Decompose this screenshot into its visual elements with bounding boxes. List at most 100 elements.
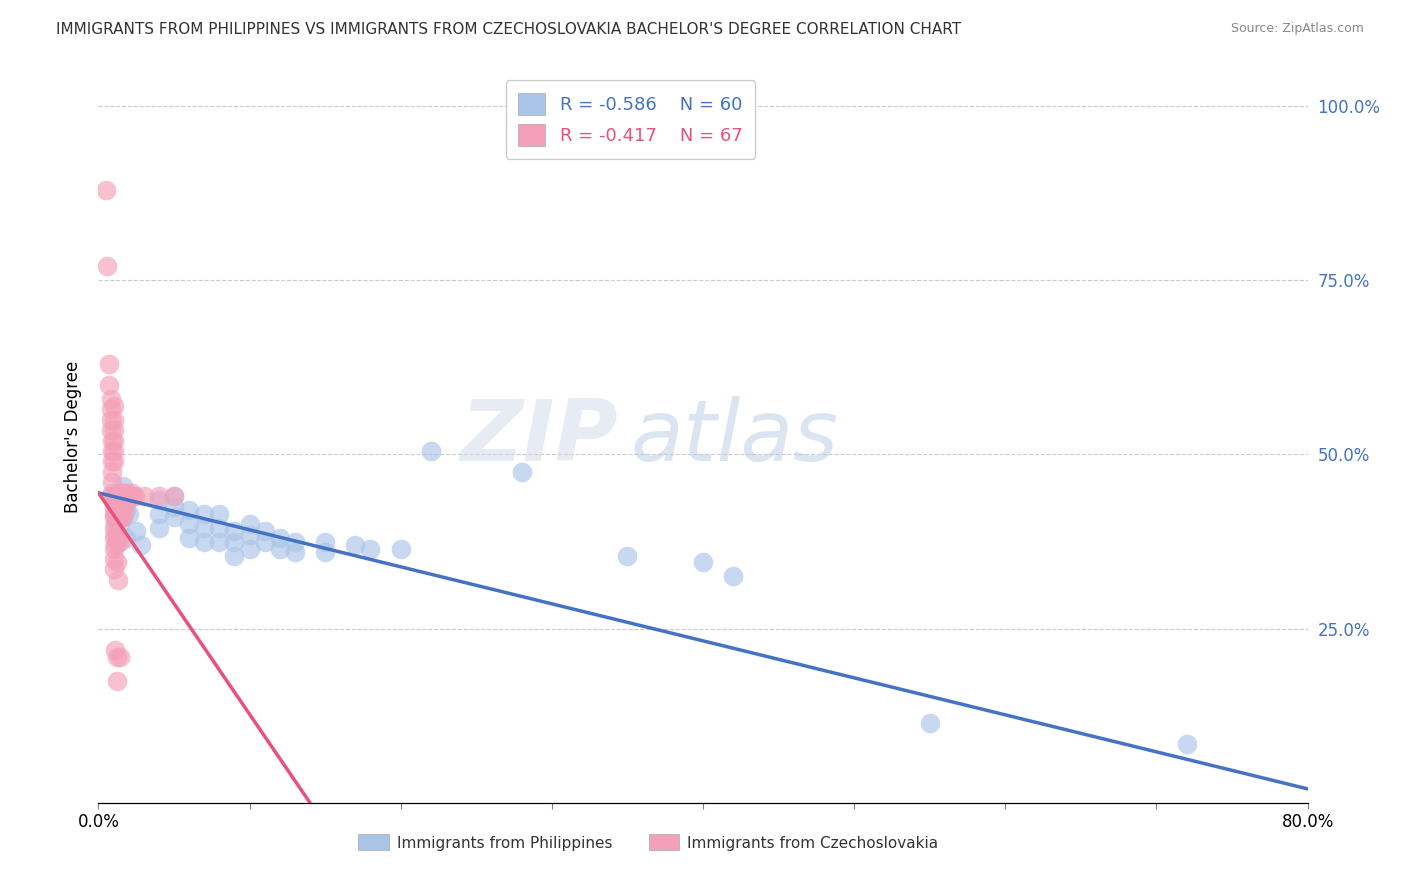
Point xyxy=(104,489,127,503)
Point xyxy=(105,673,128,688)
Point xyxy=(510,465,533,479)
Point xyxy=(224,549,246,563)
Point xyxy=(105,492,128,507)
Point xyxy=(103,454,125,468)
Point xyxy=(239,517,262,532)
Point xyxy=(224,524,246,538)
Point xyxy=(314,545,336,559)
Point xyxy=(239,527,262,541)
Bar xyxy=(359,834,388,850)
Point xyxy=(163,510,186,524)
Point xyxy=(103,434,125,448)
Point xyxy=(100,412,122,426)
Point xyxy=(105,503,128,517)
Point xyxy=(103,552,125,566)
Point xyxy=(103,541,125,556)
Point xyxy=(224,534,246,549)
Point xyxy=(692,556,714,570)
Point xyxy=(114,492,136,507)
Point xyxy=(111,489,134,503)
Text: Immigrants from Czechoslovakia: Immigrants from Czechoslovakia xyxy=(688,836,938,851)
Y-axis label: Bachelor's Degree: Bachelor's Degree xyxy=(63,361,82,513)
Point xyxy=(108,649,131,664)
Point xyxy=(360,541,382,556)
Point xyxy=(148,507,170,521)
Point xyxy=(269,541,291,556)
Point xyxy=(100,392,122,406)
Point xyxy=(179,517,201,532)
Point xyxy=(101,475,124,490)
Point xyxy=(104,642,127,657)
Point xyxy=(108,517,131,532)
Point xyxy=(108,510,131,524)
Point xyxy=(111,500,134,514)
Point xyxy=(103,521,125,535)
Point xyxy=(105,489,128,503)
Text: ZIP: ZIP xyxy=(461,395,619,479)
Point xyxy=(208,521,231,535)
Point xyxy=(108,534,131,549)
Point xyxy=(107,573,129,587)
Point xyxy=(104,538,127,552)
Point xyxy=(96,260,118,274)
Point xyxy=(101,485,124,500)
Point xyxy=(918,715,941,730)
Point xyxy=(103,531,125,545)
Point xyxy=(239,541,262,556)
Point xyxy=(118,489,141,503)
Point xyxy=(121,485,143,500)
Point xyxy=(104,517,127,532)
Point xyxy=(101,434,124,448)
Point xyxy=(94,183,117,197)
Point xyxy=(163,500,186,514)
Point xyxy=(253,534,276,549)
Point xyxy=(103,412,125,426)
Text: Immigrants from Philippines: Immigrants from Philippines xyxy=(396,836,613,851)
Point xyxy=(193,534,215,549)
Point xyxy=(107,531,129,545)
Point xyxy=(112,503,135,517)
Point xyxy=(108,507,131,521)
Point xyxy=(115,489,138,503)
Point xyxy=(208,507,231,521)
Point xyxy=(118,507,141,521)
Point xyxy=(110,503,132,517)
Point xyxy=(105,507,128,521)
Point xyxy=(104,507,127,521)
Point xyxy=(105,649,128,664)
Point xyxy=(104,496,127,510)
Point xyxy=(110,485,132,500)
Point xyxy=(111,510,134,524)
Legend: R = -0.586    N = 60, R = -0.417    N = 67: R = -0.586 N = 60, R = -0.417 N = 67 xyxy=(506,80,755,159)
Point xyxy=(125,524,148,538)
Point xyxy=(389,541,412,556)
Point xyxy=(284,545,307,559)
Point xyxy=(118,489,141,503)
Point xyxy=(111,489,134,503)
Point xyxy=(108,496,131,510)
Point xyxy=(269,531,291,545)
Text: IMMIGRANTS FROM PHILIPPINES VS IMMIGRANTS FROM CZECHOSLOVAKIA BACHELOR'S DEGREE : IMMIGRANTS FROM PHILIPPINES VS IMMIGRANT… xyxy=(56,22,962,37)
Point xyxy=(132,489,155,503)
Point xyxy=(148,489,170,503)
Point xyxy=(104,527,127,541)
Point xyxy=(120,489,142,503)
Point xyxy=(101,454,124,468)
Point xyxy=(105,556,128,570)
Point xyxy=(98,357,121,371)
Point xyxy=(114,496,136,510)
Point xyxy=(179,503,201,517)
Point xyxy=(193,521,215,535)
Point xyxy=(100,489,122,503)
Point xyxy=(103,507,125,521)
Point xyxy=(148,492,170,507)
Point xyxy=(420,444,443,458)
Text: Source: ZipAtlas.com: Source: ZipAtlas.com xyxy=(1230,22,1364,36)
Point xyxy=(284,534,307,549)
Point xyxy=(101,465,124,479)
Point xyxy=(114,503,136,517)
Point xyxy=(103,500,125,514)
Point xyxy=(111,479,134,493)
Point xyxy=(253,524,276,538)
Point xyxy=(111,510,134,524)
